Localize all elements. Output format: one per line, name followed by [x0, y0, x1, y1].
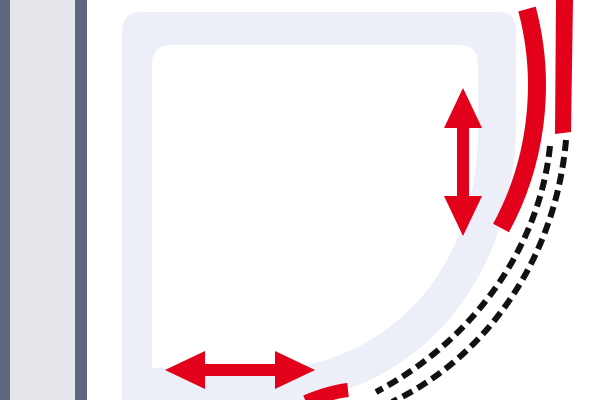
door-path: [374, 145, 553, 395]
wall-edge: [0, 0, 10, 400]
vertical-arrow: [444, 88, 482, 236]
sliding-door: [493, 6, 546, 233]
wall: [10, 0, 75, 400]
horizontal-arrow: [165, 351, 315, 389]
sliding-door: [303, 383, 349, 400]
fixed-panel: [555, 0, 573, 134]
wall-edge: [75, 0, 87, 400]
tray-inner: [152, 45, 478, 368]
